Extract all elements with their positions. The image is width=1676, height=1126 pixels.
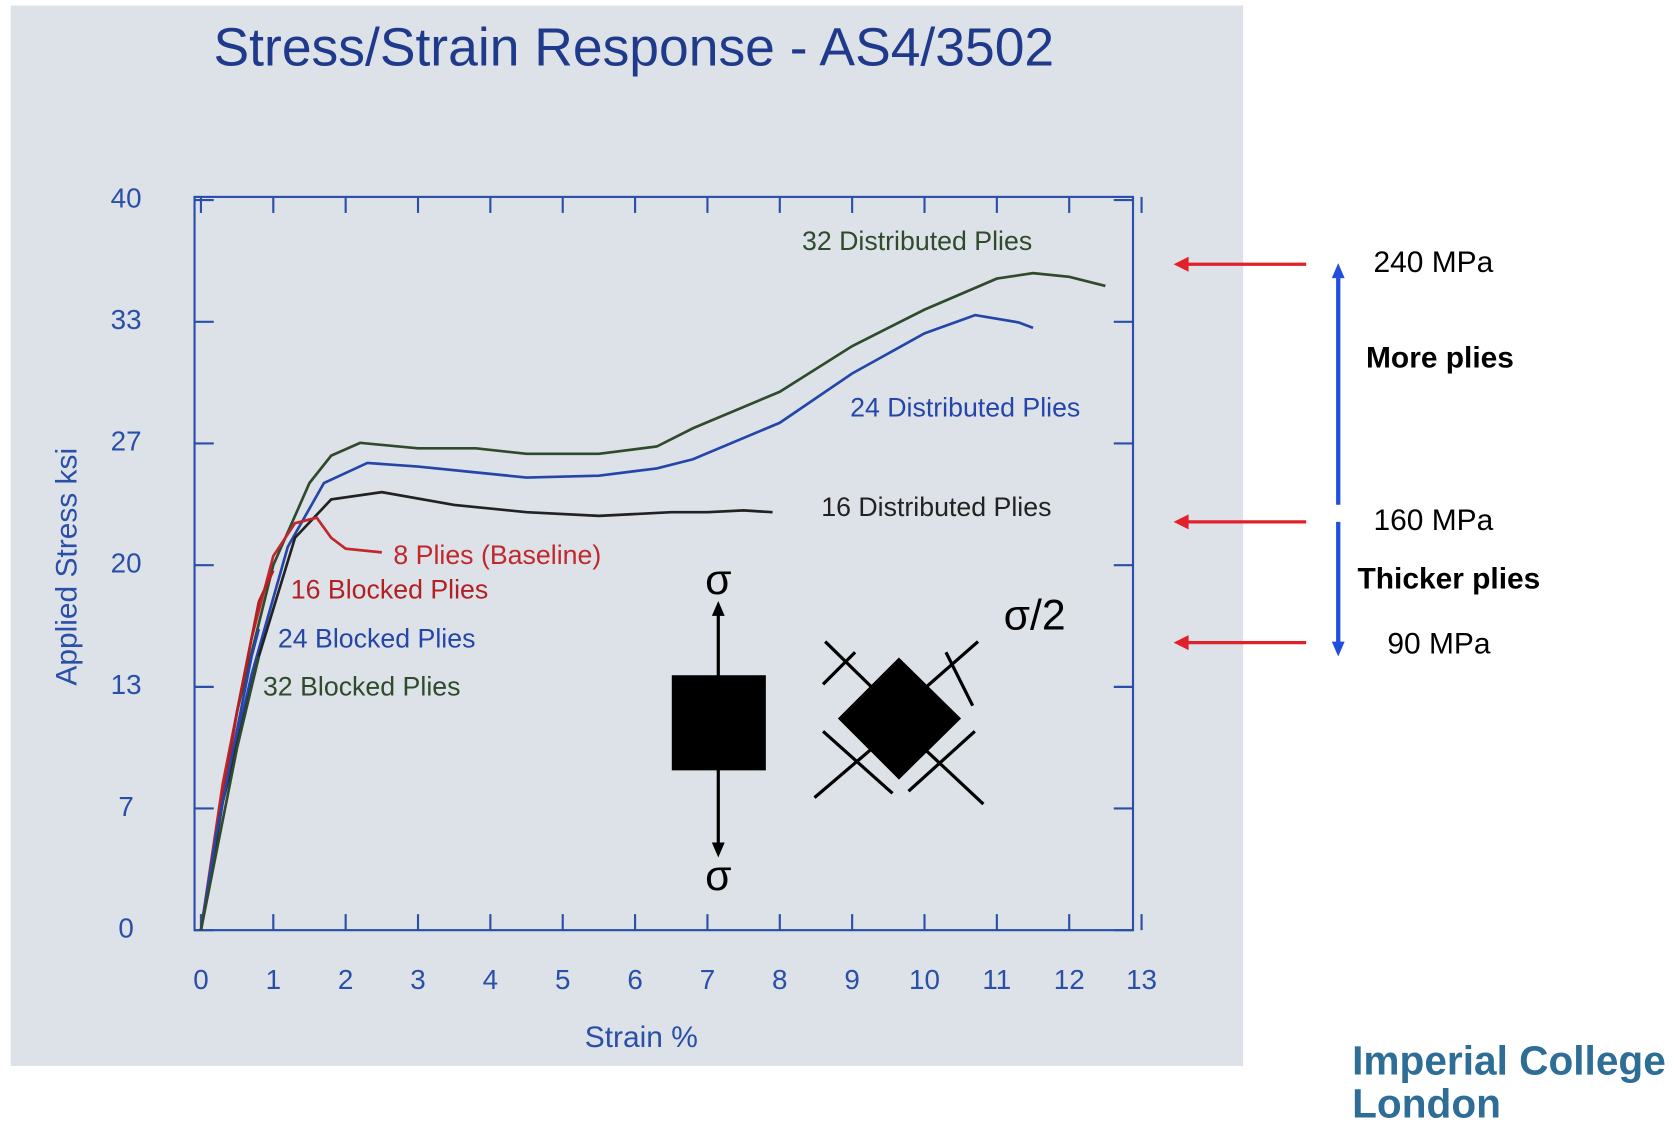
x-tick-label: 1	[266, 964, 281, 995]
logo-text: Imperial College	[1352, 1038, 1666, 1084]
x-axis-label: Strain %	[585, 1021, 698, 1054]
x-tick-label: 2	[338, 964, 353, 995]
x-tick-label: 5	[555, 964, 570, 995]
series-label: 24 Distributed Plies	[850, 393, 1080, 423]
series-label: 32 Distributed Plies	[802, 226, 1032, 256]
x-tick-label: 10	[909, 964, 940, 995]
x-tick-label: 12	[1054, 964, 1085, 995]
y-tick-label: 0	[118, 913, 133, 944]
y-tick-label: 33	[111, 304, 142, 335]
x-tick-label: 6	[627, 964, 642, 995]
x-tick-label: 7	[700, 964, 715, 995]
series-label: 16 Distributed Plies	[821, 492, 1051, 522]
annotation: 160 MPa	[1374, 504, 1494, 537]
series-label: 32 Blocked Plies	[263, 672, 461, 702]
series-label: 16 Blocked Plies	[291, 574, 489, 604]
series-label: 8 Plies (Baseline)	[393, 540, 601, 570]
x-tick-label: 4	[483, 964, 498, 995]
annotation: 240 MPa	[1374, 246, 1494, 279]
x-tick-label: 9	[844, 964, 859, 995]
page: Stress/Strain Response - AS4/3502 Strain…	[0, 0, 1676, 1126]
annotation: 90 MPa	[1387, 628, 1490, 661]
y-tick-label: 7	[118, 791, 133, 822]
chart-title: Stress/Strain Response - AS4/3502	[214, 19, 1055, 78]
series-label: 24 Blocked Plies	[278, 624, 476, 654]
annotation: σ/2	[1004, 591, 1066, 639]
annotation: σ	[705, 556, 731, 604]
y-tick-label: 13	[111, 669, 142, 700]
annotation: Thicker plies	[1357, 563, 1540, 596]
x-tick-label: 3	[410, 964, 425, 995]
y-tick-label: 27	[111, 426, 142, 457]
y-tick-label: 40	[111, 182, 142, 213]
x-tick-label: 11	[982, 964, 1011, 995]
y-tick-label: 20	[111, 547, 142, 578]
y-axis-label: Applied Stress ksi	[50, 448, 83, 686]
annotation: σ	[705, 852, 731, 900]
logo-text: London	[1352, 1080, 1501, 1126]
x-tick-label: 13	[1126, 964, 1157, 995]
x-tick-label: 8	[772, 964, 787, 995]
annotation: More plies	[1366, 341, 1514, 374]
x-tick-label: 0	[193, 964, 208, 995]
